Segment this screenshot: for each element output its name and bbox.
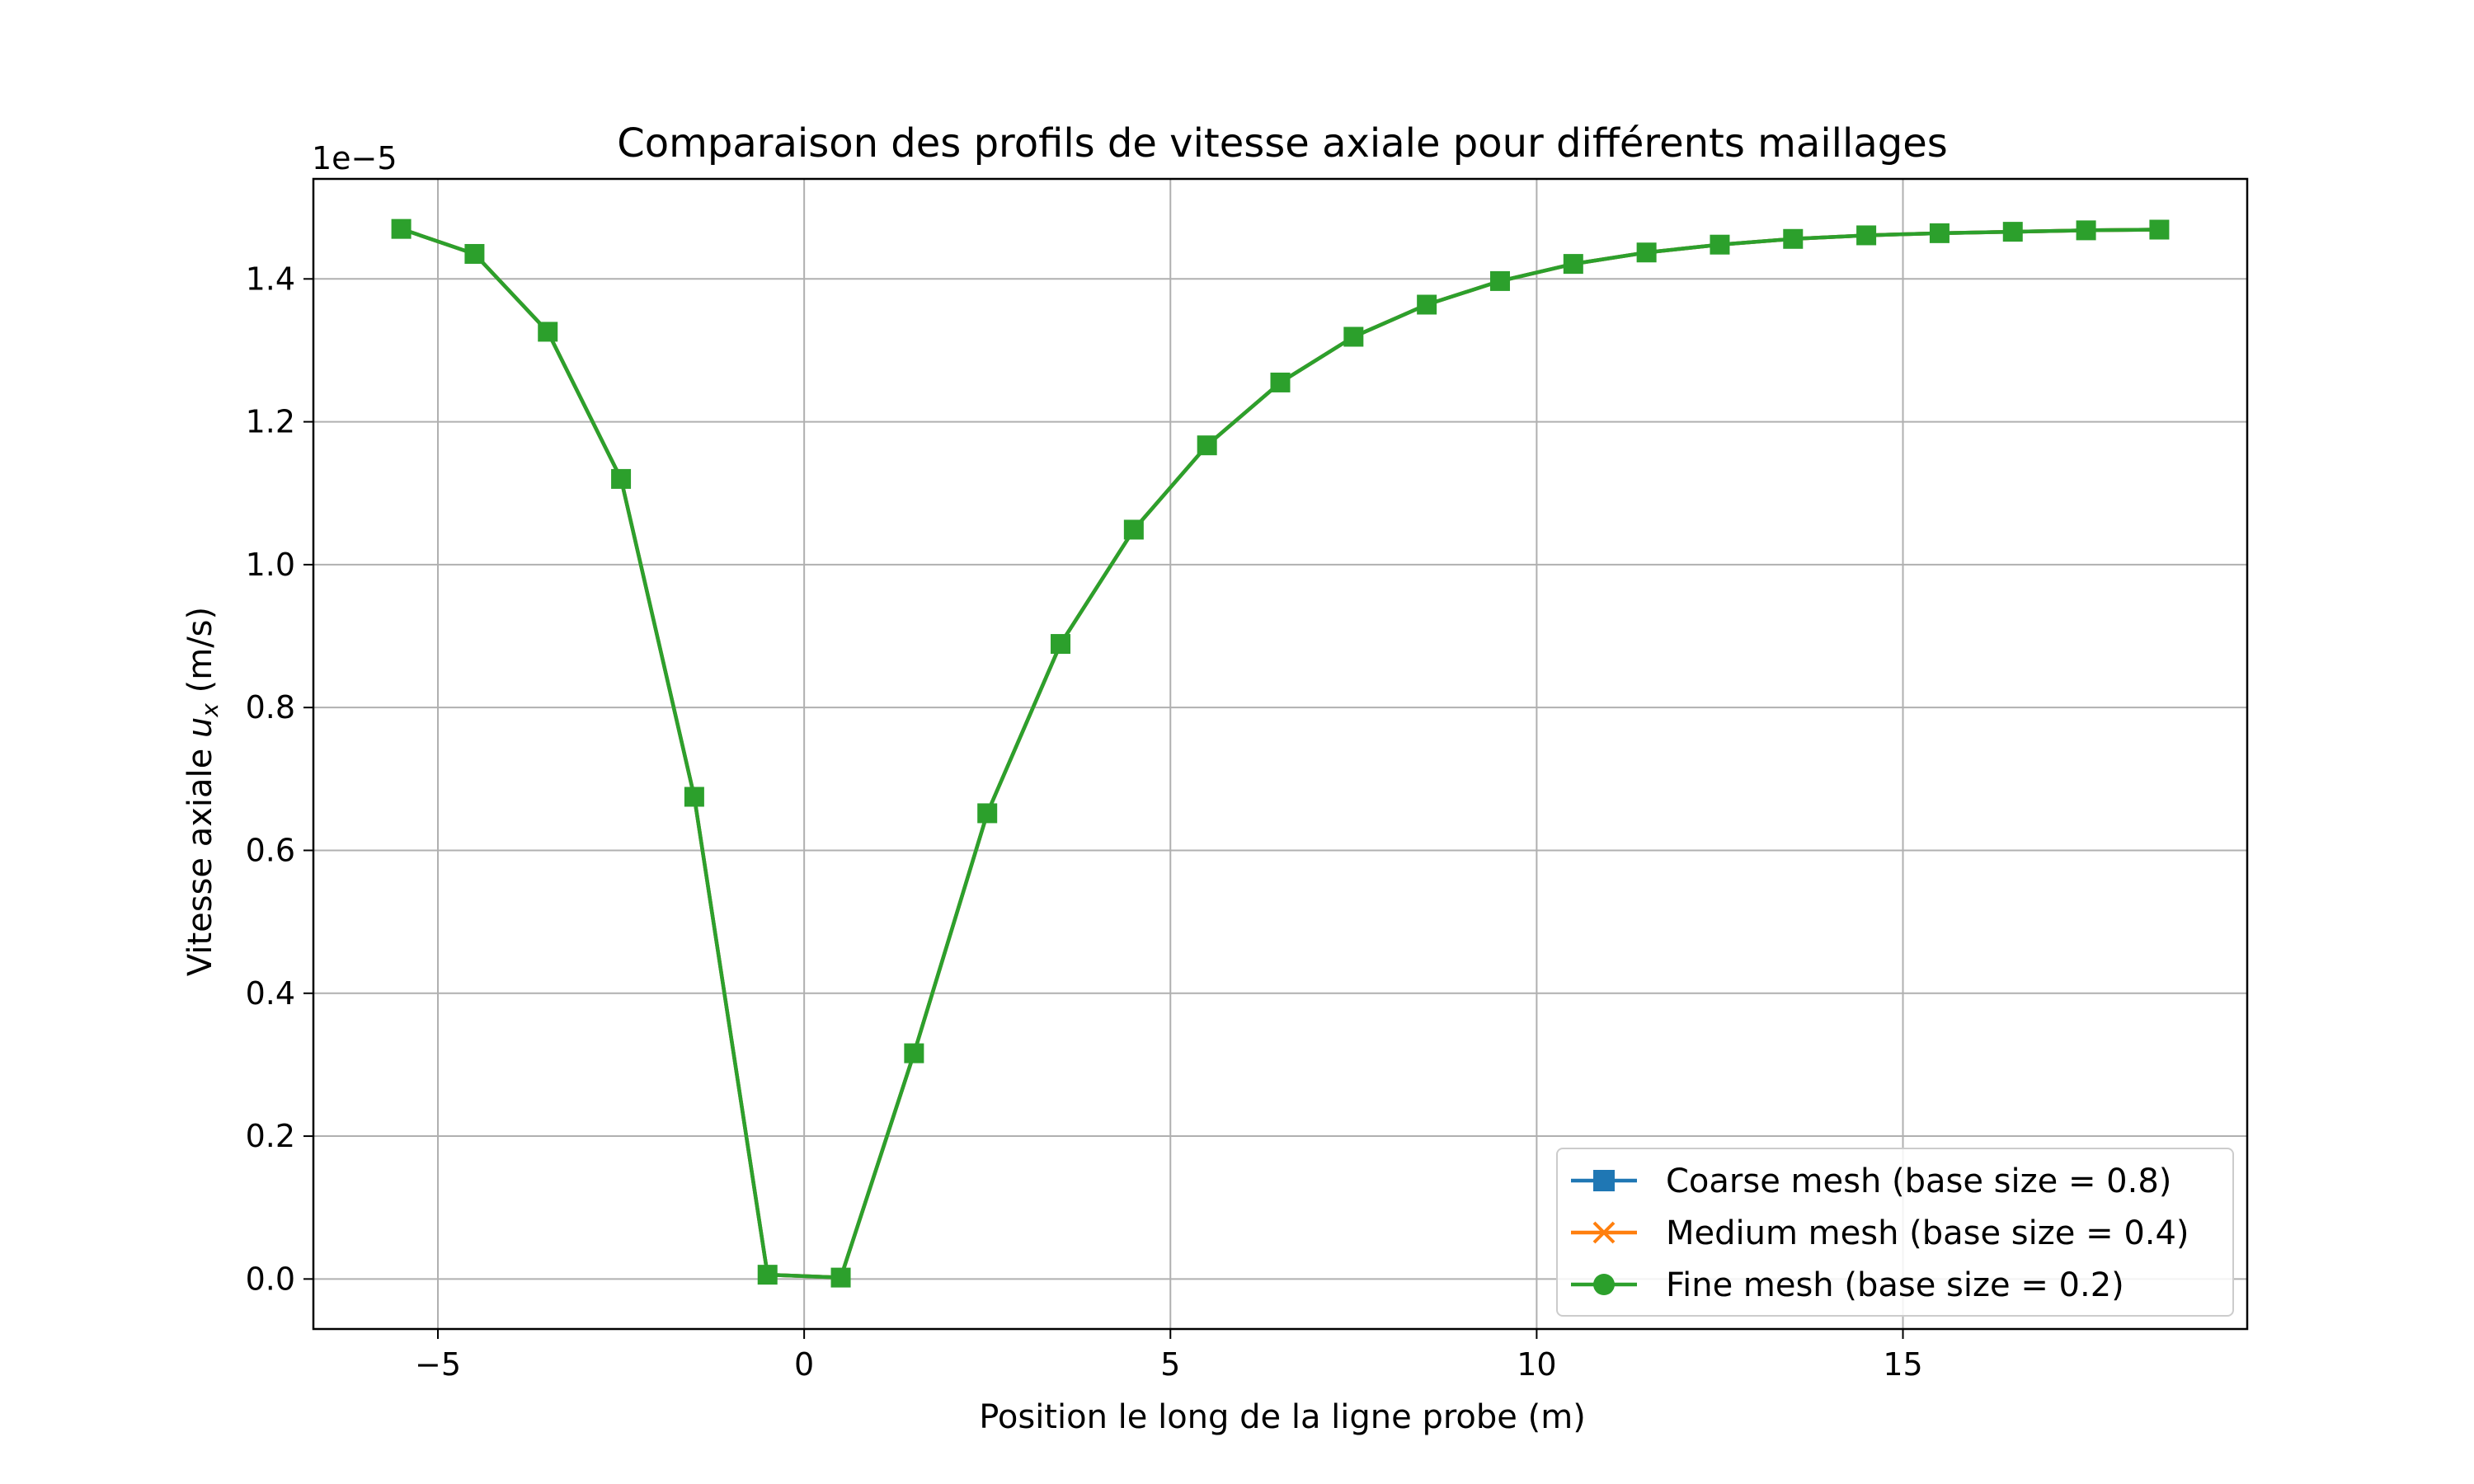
y-axis-label-main: Vitesse axiale: [181, 738, 219, 976]
legend-label-fine: Fine mesh (base size = 0.2): [1666, 1266, 2124, 1304]
data-point-marker: [1051, 634, 1071, 655]
x-tick-label: 10: [1517, 1346, 1556, 1383]
y-axis-label: Vitesse axiale ux (m/s): [181, 607, 223, 976]
plot-area-frame: [312, 177, 2249, 1331]
data-point-markers: [391, 218, 2170, 1288]
data-point-marker: [1856, 225, 1877, 246]
data-point-marker: [1783, 228, 1804, 249]
data-point-marker: [2149, 219, 2170, 240]
legend: Coarse mesh (base size = 0.8) Medium mes…: [1556, 1148, 2234, 1317]
data-point-marker: [1489, 270, 1510, 291]
y-tick-label: 0.8: [246, 689, 295, 726]
data-point-marker: [757, 1265, 778, 1285]
x-tick-label: 5: [1160, 1346, 1180, 1383]
data-point-marker: [1197, 435, 1217, 456]
y-axis-label-unit: (m/s): [181, 607, 219, 703]
x-tick-label: −5: [415, 1346, 461, 1383]
data-point-marker: [1270, 372, 1291, 392]
data-point-marker: [1123, 519, 1144, 540]
data-point-marker: [1636, 242, 1657, 263]
data-point-marker: [1563, 254, 1583, 275]
y-tick-label: 0.6: [246, 832, 295, 868]
legend-marker-square: [1593, 1170, 1615, 1191]
legend-marker-circle: [1593, 1274, 1615, 1295]
legend-label-medium: Medium mesh (base size = 0.4): [1666, 1214, 2189, 1252]
data-point-marker: [684, 787, 704, 807]
data-point-marker: [538, 322, 558, 342]
data-point-marker: [1417, 294, 1437, 315]
data-point-marker: [1343, 326, 1364, 347]
x-axis-label: Position le long de la ligne probe (m): [979, 1398, 1586, 1436]
legend-entries: [1571, 1170, 1637, 1295]
y-axis-offset-text: 1e−5: [312, 140, 397, 176]
x-tick-label: 15: [1883, 1346, 1922, 1383]
data-point-marker: [611, 468, 632, 489]
y-axis-label-subscript: x: [196, 703, 223, 718]
data-point-marker: [904, 1043, 924, 1064]
y-tick-label: 0.0: [246, 1261, 295, 1297]
x-tick-label: 0: [794, 1346, 814, 1383]
grid-lines: [313, 179, 2247, 1329]
y-tick-label: 1.0: [246, 547, 295, 583]
y-tick-label: 1.2: [246, 404, 295, 440]
chart-title: Comparaison des profils de vitesse axial…: [617, 120, 1948, 167]
data-point-marker: [977, 803, 998, 824]
legend-label-coarse: Coarse mesh (base size = 0.8): [1666, 1162, 2171, 1200]
data-point-marker: [2076, 220, 2096, 241]
data-point-marker: [830, 1267, 851, 1288]
legend-box: [1556, 1148, 2234, 1317]
data-point-marker: [1929, 223, 1950, 243]
y-axis-label-symbol: u: [181, 717, 219, 738]
y-tick-label: 1.4: [246, 261, 295, 297]
series-lines: [391, 218, 2170, 1288]
y-tick-label: 0.4: [246, 975, 295, 1012]
data-point-marker: [464, 243, 485, 264]
y-tick-label: 0.2: [246, 1118, 295, 1154]
axis-ticks: −5 0 5 10 15 0.0 0.2 0.4 0.6 0.8 1.0 1.2 1.4: [246, 261, 1923, 1383]
data-point-marker: [391, 218, 412, 239]
data-point-marker: [2002, 222, 2023, 242]
data-point-marker: [1710, 234, 1730, 255]
legend-marker-x: [1592, 1221, 1616, 1244]
